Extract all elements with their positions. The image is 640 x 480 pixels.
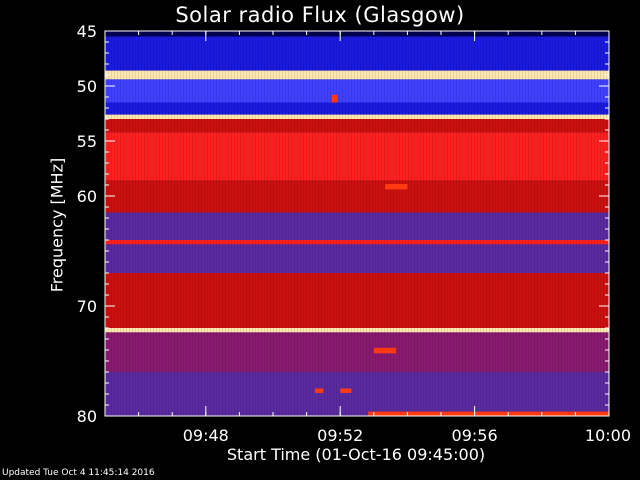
burst-feature: [331, 94, 338, 103]
x-tick-label: 10:00: [585, 426, 631, 445]
x-axis: 09:48 09:52 09:56 10:00: [104, 31, 631, 445]
burst-feature: [368, 411, 609, 416]
x-tick-label: 09:56: [452, 426, 498, 445]
burst-feature: [315, 388, 324, 393]
plot-area: [104, 30, 610, 417]
x-tick-label: 09:48: [183, 426, 229, 445]
x-axis-label: Start Time (01-Oct-16 09:45:00): [226, 445, 486, 464]
y-tick-label: 60: [77, 187, 97, 206]
y-tick-label: 55: [77, 132, 97, 151]
x-tick-label: 09:52: [317, 426, 363, 445]
y-axis: 45 50 55 60 70 80: [77, 22, 609, 426]
burst-feature: [340, 388, 352, 393]
plot-frame: [104, 30, 610, 417]
y-tick-label: 70: [77, 297, 97, 316]
updated-timestamp: Updated Tue Oct 4 11:45:14 2016: [2, 468, 155, 478]
y-tick-label: 80: [77, 407, 97, 426]
texture-overlay: [105, 31, 609, 416]
burst-feature: [385, 183, 408, 190]
chart-title: Solar radio Flux (Glasgow): [175, 3, 465, 27]
y-tick-label: 50: [77, 77, 97, 96]
burst-feature: [373, 347, 397, 354]
y-tick-label: 45: [77, 22, 97, 41]
